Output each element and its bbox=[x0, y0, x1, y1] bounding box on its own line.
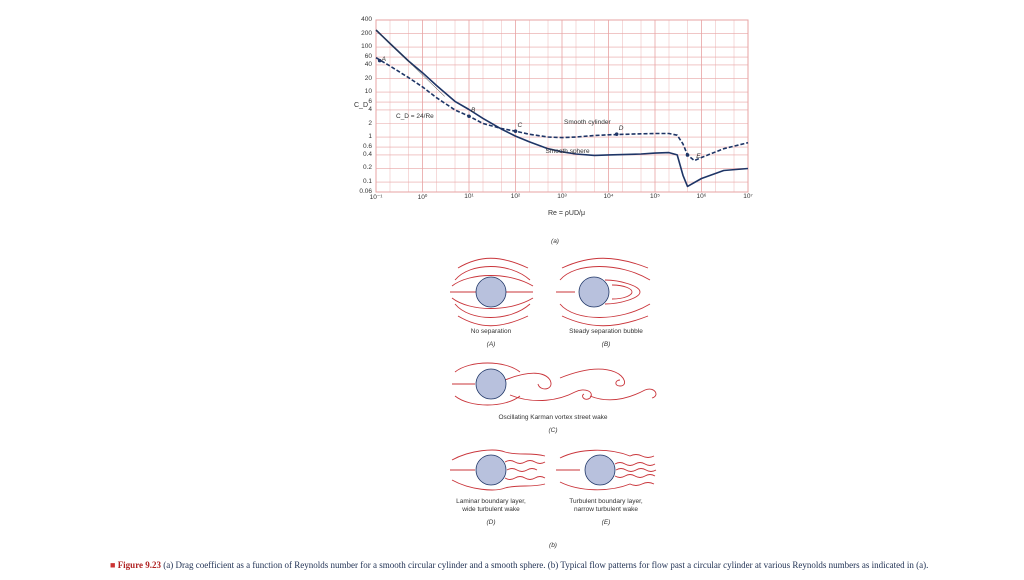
y-tick-label: 200 bbox=[361, 29, 372, 37]
cylinder-c bbox=[475, 368, 507, 400]
y-tick-label: 0.06 bbox=[359, 188, 372, 195]
marker-point-a bbox=[377, 58, 382, 63]
x-tick-label: 10² bbox=[510, 193, 521, 200]
flow-title-d-line1: Laminar boundary layer, bbox=[456, 498, 526, 505]
marker-point-d bbox=[614, 132, 619, 136]
flow-tag-c: (C) bbox=[548, 427, 558, 434]
cylinder-a bbox=[475, 276, 507, 308]
flow-panel-label: (b) bbox=[549, 542, 557, 549]
annotation-a: A bbox=[381, 55, 387, 63]
y-tick-label: 0.6 bbox=[362, 143, 372, 151]
chart-panel-label: (a) bbox=[551, 238, 559, 245]
series-line-smooth-sphere bbox=[375, 29, 749, 188]
flow-title-b: Steady separation bubble bbox=[569, 328, 643, 335]
annotation-smooth-cylinder: Smooth cylinder bbox=[564, 118, 611, 126]
cylinder-d bbox=[475, 454, 507, 486]
y-tick-label: 0.1 bbox=[362, 178, 372, 186]
cylinder-b bbox=[578, 276, 610, 308]
y-tick-label: 400 bbox=[361, 16, 372, 23]
y-tick-label: 100 bbox=[361, 43, 372, 51]
flow-tag-e: (E) bbox=[601, 519, 611, 526]
y-tick-label: 1 bbox=[368, 133, 372, 141]
x-tick-label: 10³ bbox=[557, 193, 567, 200]
y-axis-label: C_D bbox=[354, 102, 369, 109]
flow-diagram-b bbox=[556, 257, 651, 327]
y-tick-label: 20 bbox=[364, 74, 372, 82]
flow-diagram-e bbox=[556, 449, 657, 491]
x-tick-label: 10⁰ bbox=[417, 194, 428, 201]
y-tick-label: 2 bbox=[368, 119, 372, 127]
annotation-e: E bbox=[696, 152, 701, 160]
marker-point-c bbox=[513, 129, 518, 133]
y-tick-label: 0.4 bbox=[362, 150, 372, 158]
flow-title-d-line2: wide turbulent wake bbox=[462, 506, 520, 513]
drag-chart bbox=[375, 19, 749, 193]
x-tick-label: 10⁻¹ bbox=[369, 194, 383, 201]
y-tick-label: 0.2 bbox=[362, 164, 372, 172]
flow-title-a: No separation bbox=[470, 328, 512, 335]
annotation-smooth-sphere: Smooth sphere bbox=[545, 147, 590, 155]
x-tick-label: 10⁴ bbox=[603, 193, 614, 200]
y-tick-label: 40 bbox=[364, 60, 372, 68]
chart-grid bbox=[375, 19, 749, 193]
caption-figure-number: Figure 9.23 bbox=[117, 560, 162, 570]
x-tick-label: 10⁵ bbox=[650, 193, 660, 200]
y-tick-label: 6 bbox=[368, 98, 372, 106]
caption-bullet: ■ bbox=[110, 560, 116, 570]
marker-point-e bbox=[685, 153, 690, 157]
flow-diagram-d bbox=[450, 449, 546, 491]
x-tick-label: 10⁷ bbox=[743, 193, 753, 200]
y-tick-label: 60 bbox=[364, 53, 372, 61]
y-tick-label: 10 bbox=[364, 88, 372, 96]
y-tick-label: 4 bbox=[368, 105, 372, 113]
chart-markers bbox=[377, 58, 690, 157]
annotation-d: D bbox=[618, 125, 624, 133]
cylinder-e bbox=[584, 454, 616, 486]
flow-title-e-line2: narrow turbulent wake bbox=[574, 506, 638, 513]
annotation-b: B bbox=[471, 107, 476, 115]
x-tick-label: 10¹ bbox=[464, 193, 474, 200]
flow-diagram-a bbox=[450, 257, 534, 327]
flow-title-c: Oscillating Karman vortex street wake bbox=[498, 414, 608, 421]
flow-tag-a: (A) bbox=[486, 341, 496, 348]
marker-point-b bbox=[467, 114, 471, 119]
flow-diagram-c bbox=[452, 362, 657, 406]
chart-curves bbox=[375, 29, 749, 188]
plot-frame bbox=[375, 19, 749, 193]
caption-text: (a) Drag coefficient as a function of Re… bbox=[163, 560, 929, 570]
x-tick-label: 10⁶ bbox=[696, 193, 707, 200]
flow-tag-d: (D) bbox=[486, 519, 496, 526]
flow-title-e-line1: Turbulent boundary layer, bbox=[569, 498, 643, 505]
x-axis-label: Re = ρUD/μ bbox=[548, 210, 585, 217]
series-line-smooth-cylinder bbox=[375, 57, 749, 162]
flow-tag-b: (B) bbox=[601, 341, 611, 348]
reference-line bbox=[375, 29, 445, 97]
reference-line-label: C_D = 24/Re bbox=[396, 113, 434, 120]
figure-caption: ■ Figure 9.23 (a) Drag coefficient as a … bbox=[110, 560, 928, 570]
annotation-c: C bbox=[517, 122, 523, 130]
